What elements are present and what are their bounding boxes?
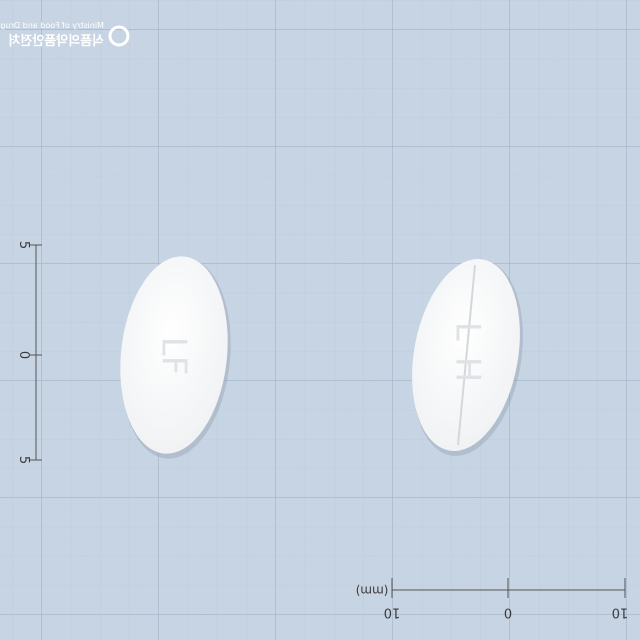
noise	[0, 0, 640, 640]
photo: Ministry of Food and Drug Safety 식품의약품안전…	[0, 0, 640, 640]
